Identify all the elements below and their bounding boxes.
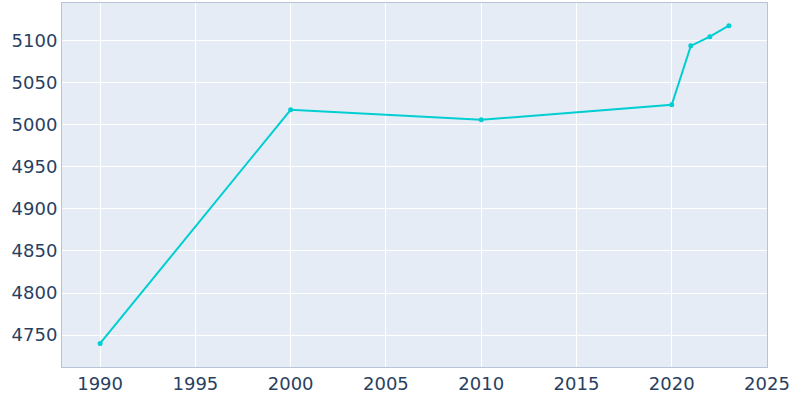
svg-text:2015: 2015 — [554, 373, 600, 394]
svg-text:4750: 4750 — [12, 324, 58, 345]
svg-text:1995: 1995 — [172, 373, 218, 394]
svg-text:2025: 2025 — [744, 373, 790, 394]
svg-text:5000: 5000 — [12, 114, 58, 135]
svg-text:5050: 5050 — [12, 72, 58, 93]
svg-text:5100: 5100 — [12, 30, 58, 51]
svg-text:2005: 2005 — [363, 373, 409, 394]
svg-text:2000: 2000 — [268, 373, 314, 394]
svg-text:4800: 4800 — [12, 282, 58, 303]
svg-text:4900: 4900 — [12, 198, 58, 219]
svg-text:4850: 4850 — [12, 240, 58, 261]
svg-text:2020: 2020 — [649, 373, 695, 394]
svg-text:1990: 1990 — [77, 373, 123, 394]
svg-text:4950: 4950 — [12, 156, 58, 177]
svg-text:2010: 2010 — [458, 373, 504, 394]
